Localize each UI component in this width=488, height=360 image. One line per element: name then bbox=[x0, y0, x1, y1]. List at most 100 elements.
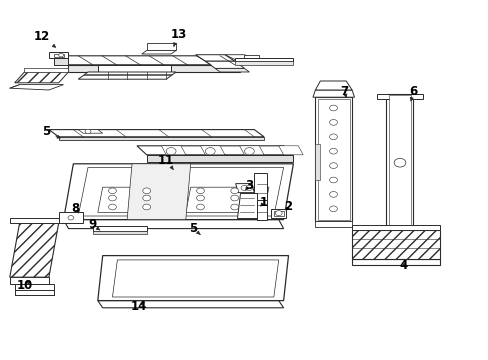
Polygon shape bbox=[63, 220, 283, 229]
Polygon shape bbox=[254, 173, 266, 200]
Polygon shape bbox=[185, 187, 268, 212]
Ellipse shape bbox=[232, 262, 276, 270]
Polygon shape bbox=[127, 164, 190, 220]
Text: 2: 2 bbox=[284, 201, 292, 213]
Polygon shape bbox=[376, 225, 422, 230]
Circle shape bbox=[142, 188, 150, 194]
Polygon shape bbox=[244, 55, 259, 58]
Ellipse shape bbox=[173, 284, 217, 292]
Circle shape bbox=[230, 188, 238, 194]
Ellipse shape bbox=[115, 284, 159, 292]
Polygon shape bbox=[351, 230, 439, 259]
Polygon shape bbox=[59, 212, 83, 223]
Circle shape bbox=[205, 148, 215, 155]
Text: 14: 14 bbox=[131, 300, 147, 313]
Circle shape bbox=[275, 211, 282, 216]
Circle shape bbox=[244, 148, 254, 155]
Polygon shape bbox=[351, 225, 439, 230]
Polygon shape bbox=[10, 85, 63, 90]
Circle shape bbox=[230, 204, 238, 210]
Text: 11: 11 bbox=[158, 154, 174, 170]
Polygon shape bbox=[98, 65, 171, 72]
Circle shape bbox=[68, 216, 74, 220]
Polygon shape bbox=[161, 146, 185, 155]
Polygon shape bbox=[49, 52, 68, 58]
Circle shape bbox=[329, 105, 337, 111]
Ellipse shape bbox=[173, 262, 217, 270]
Polygon shape bbox=[351, 259, 439, 265]
Circle shape bbox=[329, 192, 337, 197]
Text: 5: 5 bbox=[189, 222, 200, 235]
Circle shape bbox=[329, 206, 337, 212]
Polygon shape bbox=[98, 301, 283, 308]
Ellipse shape bbox=[115, 262, 159, 270]
Polygon shape bbox=[78, 130, 102, 133]
Polygon shape bbox=[234, 58, 293, 61]
Circle shape bbox=[329, 163, 337, 168]
Text: 8: 8 bbox=[72, 202, 80, 215]
Polygon shape bbox=[234, 61, 293, 65]
Ellipse shape bbox=[115, 271, 159, 279]
Polygon shape bbox=[317, 99, 349, 220]
Polygon shape bbox=[98, 256, 288, 301]
Text: 1: 1 bbox=[260, 196, 267, 209]
Polygon shape bbox=[15, 284, 54, 290]
Polygon shape bbox=[142, 50, 176, 54]
Polygon shape bbox=[237, 193, 256, 218]
Polygon shape bbox=[388, 95, 410, 229]
Circle shape bbox=[108, 195, 116, 201]
Ellipse shape bbox=[232, 271, 276, 279]
Circle shape bbox=[329, 134, 337, 140]
Circle shape bbox=[329, 177, 337, 183]
Polygon shape bbox=[78, 72, 176, 79]
Text: 3: 3 bbox=[245, 179, 253, 192]
Circle shape bbox=[59, 53, 63, 57]
Polygon shape bbox=[146, 155, 293, 162]
Polygon shape bbox=[315, 97, 351, 221]
Polygon shape bbox=[312, 90, 354, 97]
Text: 12: 12 bbox=[33, 30, 55, 47]
Circle shape bbox=[245, 185, 252, 190]
Polygon shape bbox=[93, 231, 146, 234]
Polygon shape bbox=[15, 72, 68, 83]
Polygon shape bbox=[278, 146, 303, 155]
Polygon shape bbox=[10, 218, 59, 223]
Circle shape bbox=[196, 188, 204, 194]
Polygon shape bbox=[63, 164, 293, 220]
Polygon shape bbox=[54, 54, 63, 57]
Polygon shape bbox=[93, 226, 146, 231]
Circle shape bbox=[329, 148, 337, 154]
Text: 6: 6 bbox=[408, 85, 416, 101]
Polygon shape bbox=[271, 209, 285, 218]
Text: 5: 5 bbox=[42, 125, 60, 138]
Circle shape bbox=[166, 148, 176, 155]
Circle shape bbox=[142, 204, 150, 210]
Polygon shape bbox=[54, 56, 239, 65]
Ellipse shape bbox=[173, 271, 217, 279]
Polygon shape bbox=[315, 221, 351, 227]
Text: 4: 4 bbox=[399, 259, 407, 272]
Polygon shape bbox=[200, 146, 224, 155]
Polygon shape bbox=[315, 81, 351, 90]
Circle shape bbox=[108, 188, 116, 194]
Circle shape bbox=[196, 204, 204, 210]
Circle shape bbox=[329, 120, 337, 125]
Circle shape bbox=[196, 195, 204, 201]
Text: 13: 13 bbox=[170, 28, 186, 46]
Polygon shape bbox=[239, 146, 264, 155]
Polygon shape bbox=[205, 61, 244, 68]
Polygon shape bbox=[59, 137, 264, 140]
Polygon shape bbox=[10, 223, 59, 277]
Polygon shape bbox=[256, 200, 266, 220]
Polygon shape bbox=[24, 68, 68, 72]
Polygon shape bbox=[195, 55, 234, 61]
Circle shape bbox=[142, 195, 150, 201]
Polygon shape bbox=[146, 43, 176, 50]
Circle shape bbox=[85, 129, 91, 134]
Polygon shape bbox=[235, 184, 254, 193]
Circle shape bbox=[108, 204, 116, 210]
Polygon shape bbox=[215, 68, 249, 72]
Ellipse shape bbox=[232, 284, 276, 292]
Polygon shape bbox=[112, 260, 278, 297]
Text: 7: 7 bbox=[340, 85, 348, 98]
